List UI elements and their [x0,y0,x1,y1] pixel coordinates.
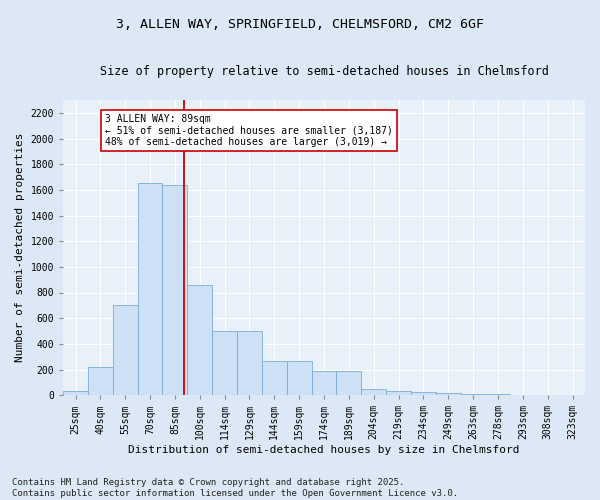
Bar [88,367,113,395]
Bar [311,372,337,395]
Text: 3, ALLEN WAY, SPRINGFIELD, CHELMSFORD, CM2 6GF: 3, ALLEN WAY, SPRINGFIELD, CHELMSFORD, C… [116,18,484,30]
Bar [137,184,163,395]
Bar [163,184,187,395]
Title: Size of property relative to semi-detached houses in Chelmsford: Size of property relative to semi-detach… [100,65,548,78]
X-axis label: Distribution of semi-detached houses by size in Chelmsford: Distribution of semi-detached houses by … [128,445,520,455]
Bar [411,392,436,395]
Bar [113,306,137,395]
Bar [237,331,262,395]
Bar [386,392,411,395]
Bar [212,331,237,395]
Bar [63,392,88,395]
Bar [337,372,361,395]
Bar [287,361,311,395]
Bar [361,389,386,395]
Y-axis label: Number of semi-detached properties: Number of semi-detached properties [15,133,25,362]
Bar [436,393,461,395]
Bar [262,360,287,395]
Bar [511,394,535,395]
Bar [485,394,511,395]
Bar [187,285,212,395]
Text: Contains HM Land Registry data © Crown copyright and database right 2025.
Contai: Contains HM Land Registry data © Crown c… [12,478,458,498]
Bar [461,394,485,395]
Text: 3 ALLEN WAY: 89sqm
← 51% of semi-detached houses are smaller (3,187)
48% of semi: 3 ALLEN WAY: 89sqm ← 51% of semi-detache… [106,114,393,148]
